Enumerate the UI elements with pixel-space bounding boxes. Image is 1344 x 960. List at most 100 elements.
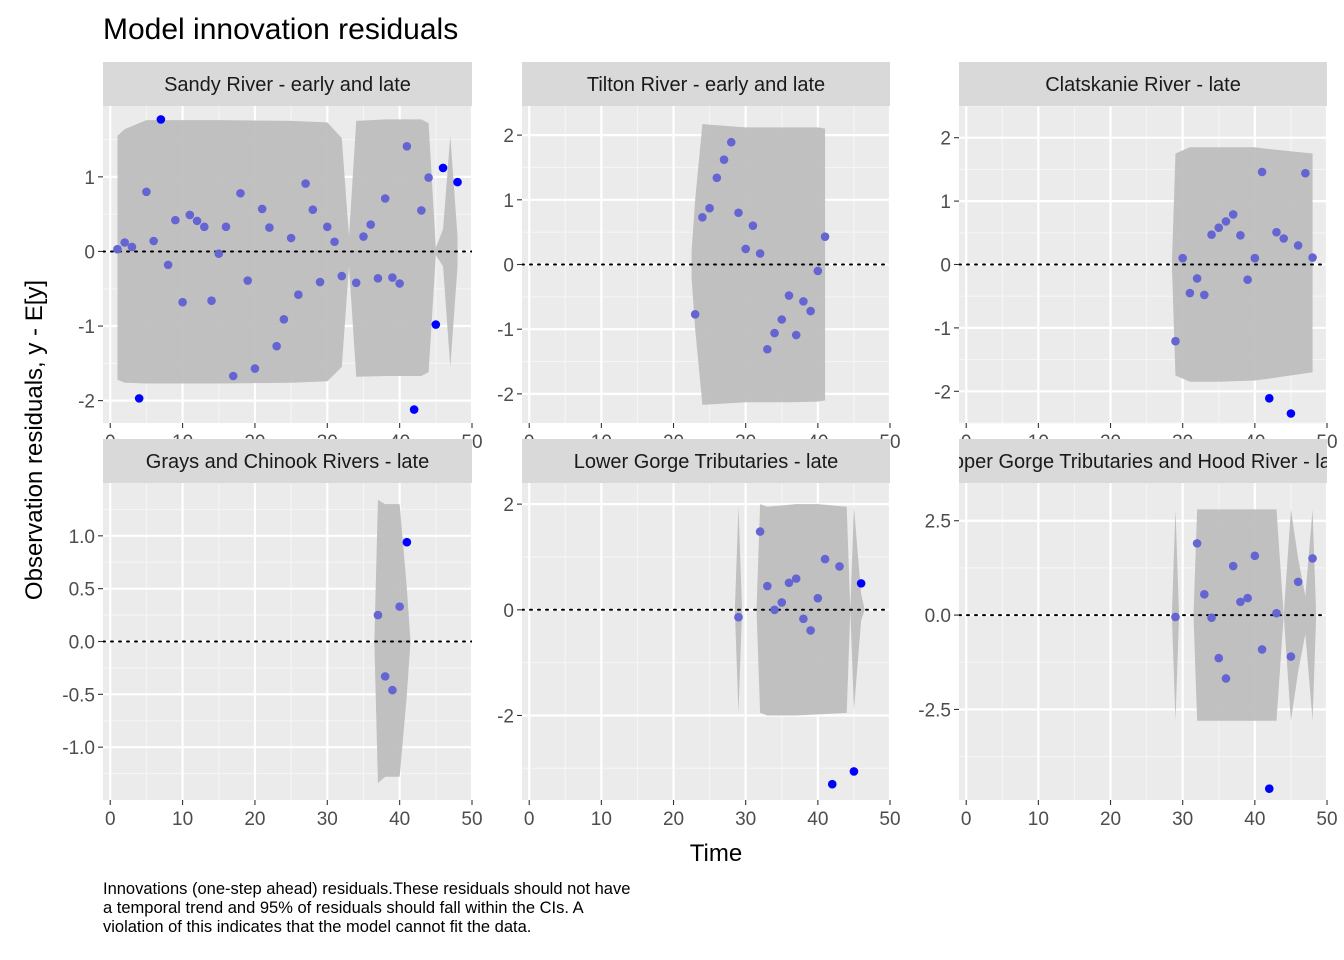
ci-ribbons	[522, 504, 890, 789]
y-tick-label: -1.0	[62, 738, 95, 759]
y-tick-label: 1	[503, 191, 514, 212]
residual-point	[1264, 784, 1274, 793]
residual-point	[820, 232, 830, 241]
residual-point	[134, 394, 144, 403]
residual-point	[120, 238, 130, 247]
x-tick-label: 10	[1028, 809, 1049, 830]
residual-point	[770, 328, 779, 338]
residual-point	[849, 767, 859, 776]
y-tick-label: 0	[503, 256, 514, 277]
residual-point	[1243, 593, 1252, 603]
residual-point	[705, 203, 714, 213]
residual-point	[395, 602, 404, 611]
residual-point	[424, 173, 433, 182]
facet-strip	[959, 439, 1327, 483]
facet-strip	[522, 439, 890, 483]
residual-point	[315, 277, 325, 287]
x-axis-title: Time	[690, 840, 742, 867]
x-tick-label: 50	[1316, 809, 1337, 830]
facet-panel: Tilton River - early and late-2-10120102…	[497, 62, 901, 453]
facet-strip	[522, 62, 890, 106]
residual-point	[294, 290, 303, 300]
residual-point	[388, 685, 397, 695]
facet-strip-label: Upper Gorge Tributaries and Hood River -…	[938, 451, 1344, 473]
residual-point	[366, 220, 376, 229]
y-tick-label: 0	[84, 242, 95, 263]
residual-point	[221, 222, 231, 232]
residual-point	[178, 297, 187, 307]
y-tick-label: 0.0	[925, 606, 951, 627]
y-tick-label: -2	[497, 385, 514, 406]
residual-point	[813, 266, 823, 276]
residual-point	[1257, 645, 1267, 654]
residual-point	[373, 610, 383, 620]
residual-point	[698, 212, 707, 222]
residual-point	[1250, 253, 1260, 263]
facet-strip	[103, 62, 472, 106]
residual-point	[351, 278, 361, 288]
y-tick-label: -0.5	[62, 685, 95, 706]
residual-point	[409, 405, 419, 414]
residual-point	[199, 222, 209, 232]
residual-point	[712, 173, 722, 183]
facet-strip-label: Grays and Chinook Rivers - late	[146, 451, 429, 473]
residual-point	[192, 216, 202, 226]
y-tick-label: 2	[503, 126, 514, 147]
facet-strip-label: Clatskanie River - late	[1045, 74, 1241, 96]
residual-point	[1221, 217, 1231, 226]
residual-point	[813, 593, 823, 603]
residual-point	[163, 260, 173, 270]
residual-point	[279, 315, 289, 324]
x-tick-label: 20	[1100, 809, 1121, 830]
residual-point	[784, 578, 794, 588]
facet-panel: Upper Gorge Tributaries and Hood River -…	[918, 439, 1344, 830]
residual-point	[438, 163, 448, 173]
x-tick-label: 10	[591, 809, 612, 830]
y-tick-label: 0	[940, 256, 951, 277]
residual-point	[820, 554, 830, 564]
y-tick-label: -2.5	[918, 700, 951, 721]
ci-ribbons	[959, 509, 1327, 793]
residual-point	[1207, 613, 1216, 623]
x-tick-label: 0	[105, 809, 116, 830]
residual-point	[359, 232, 368, 241]
residual-point	[1171, 336, 1180, 346]
ci-ribbon	[1171, 147, 1313, 382]
residual-point	[1301, 168, 1310, 178]
residual-point	[1286, 652, 1296, 661]
residual-point	[755, 249, 765, 258]
residual-point	[308, 205, 318, 214]
ci-ribbon	[691, 124, 826, 405]
residual-point	[1236, 597, 1245, 607]
residual-point	[1257, 167, 1267, 177]
x-tick-label: 0	[961, 809, 972, 830]
ci-ribbon	[1283, 509, 1317, 721]
y-axis-title: Observation residuals, y - E[y]	[21, 280, 48, 600]
residual-point	[799, 614, 808, 624]
residual-point	[380, 672, 390, 681]
x-tick-label: 40	[1244, 809, 1265, 830]
residual-point	[1272, 227, 1281, 237]
residual-point	[1214, 223, 1224, 233]
y-tick-label: 2	[940, 129, 951, 150]
residual-point	[127, 242, 137, 252]
y-tick-label: -1	[497, 320, 514, 341]
residual-point	[1200, 590, 1209, 599]
residual-point	[286, 233, 296, 243]
residual-point	[402, 141, 412, 151]
y-tick-label: -1	[78, 317, 95, 338]
y-tick-label: -2	[934, 382, 951, 403]
residual-point	[1178, 253, 1187, 263]
y-tick-label: 2	[503, 495, 514, 516]
residual-point	[791, 330, 801, 340]
residual-point	[417, 206, 426, 215]
x-tick-label: 10	[172, 809, 193, 830]
residual-point	[1308, 253, 1317, 262]
residual-point	[734, 208, 743, 218]
residual-point	[1250, 551, 1260, 561]
x-tick-label: 30	[1172, 809, 1193, 830]
x-tick-label: 30	[317, 809, 338, 830]
residual-point	[243, 276, 253, 285]
residual-point	[1243, 275, 1252, 285]
